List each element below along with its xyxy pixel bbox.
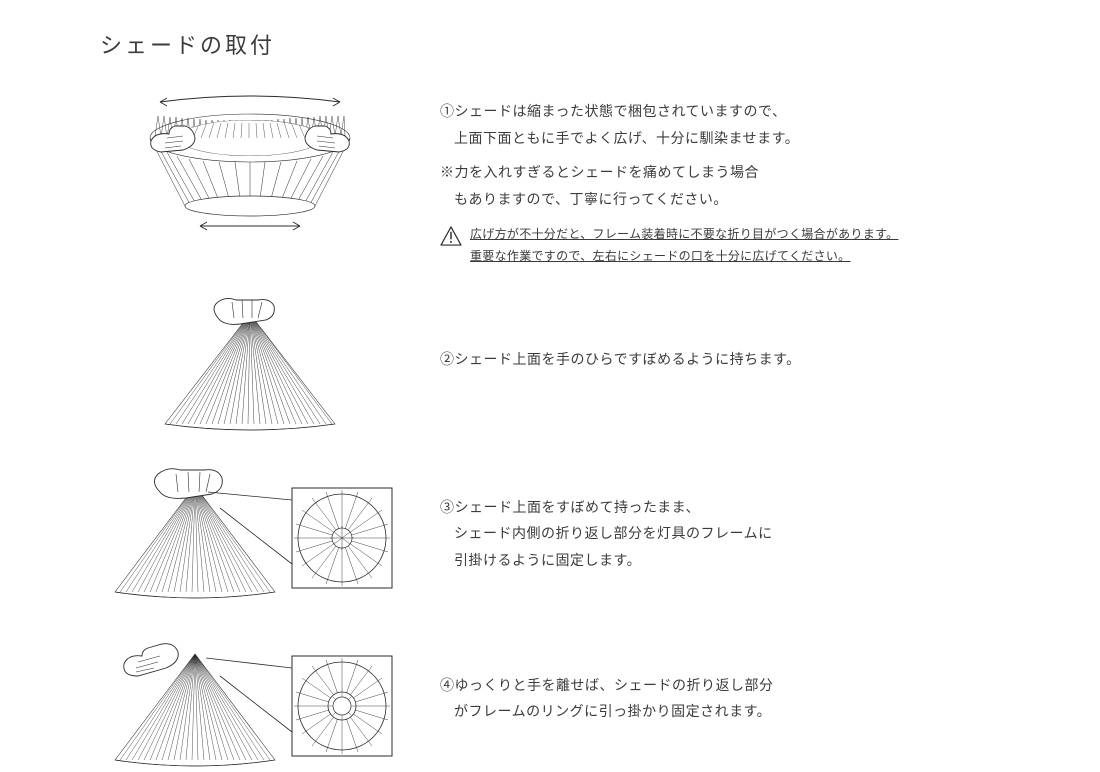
step-4: ④ゆっくりと手を離せば、シェードの折り返し部分 がフレームのリングに引っ掛かり固… [100,632,1040,772]
step-1-line-2: 上面下面ともに手でよく広げ、十分に馴染ませます。 [440,125,1040,152]
step-4-line-2: がフレームのリングに引っ掛かり固定されます。 [440,698,1040,725]
step-1-note-1: ※力を入れすぎるとシェードを痛めてしまう場合 [440,164,759,180]
step-4-line-1: ④ゆっくりと手を離せば、シェードの折り返し部分 [440,672,1040,699]
step-3-text: ③シェード上面をすぼめて持ったまま、 シェード内側の折り返し部分を灯具のフレーム… [440,464,1040,574]
step-2-line-1: ②シェード上面を手のひらですぼめるように持ちます。 [440,346,1040,373]
step-1-text: ①シェードは縮まった状態で梱包されていますので、 上面下面ともに手でよく広げ、十… [440,88,1040,268]
step-3-line-3: 引掛けるように固定します。 [440,547,1040,574]
step-2: ②シェード上面を手のひらですぼめるように持ちます。 [100,296,1040,436]
step-2-illustration [100,296,400,436]
step-4-text: ④ゆっくりと手を離せば、シェードの折り返し部分 がフレームのリングに引っ掛かり固… [440,632,1040,725]
step-1-warn-2: 重要な作業ですので、左右にシェードの口を十分に広げてください。 [470,246,898,268]
step-1-note: ※力を入れすぎるとシェードを痛めてしまう場合 もありますので、丁寧に行ってくださ… [440,159,1040,212]
step-1: ①シェードは縮まった状態で梱包されていますので、 上面下面ともに手でよく広げ、十… [100,88,1040,268]
warning-icon [440,226,462,246]
page-title: シェードの取付 [100,28,1040,60]
step-1-illustration [100,88,400,233]
step-3-line-2: シェード内側の折り返し部分を灯具のフレームに [440,520,1040,547]
step-1-note-2: もありますので、丁寧に行ってください。 [440,186,1040,213]
step-4-illustration [100,632,400,772]
step-3-line-1: ③シェード上面をすぼめて持ったまま、 [440,494,1040,521]
step-1-line-1: ①シェードは縮まった状態で梱包されていますので、 [440,98,1040,125]
step-1-warning: 広げ方が不十分だと、フレーム装着時に不要な折り目がつく場合があります。 重要な作… [440,224,1040,267]
step-3-illustration [100,464,400,604]
step-1-warn-1: 広げ方が不十分だと、フレーム装着時に不要な折り目がつく場合があります。 [470,224,898,246]
step-3: ③シェード上面をすぼめて持ったまま、 シェード内側の折り返し部分を灯具のフレーム… [100,464,1040,604]
step-2-text: ②シェード上面を手のひらですぼめるように持ちます。 [440,296,1040,373]
